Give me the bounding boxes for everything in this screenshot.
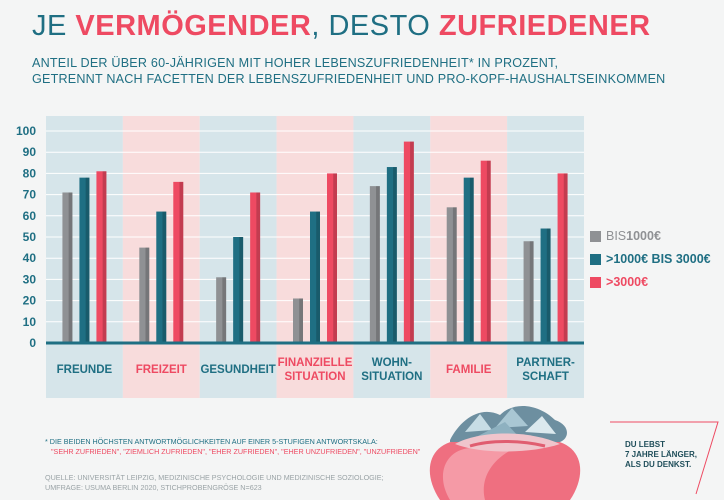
bar-shade	[410, 141, 414, 343]
legend-item-low: BIS 1000€	[590, 229, 711, 243]
legend-swatch-low	[590, 230, 601, 242]
bar-shade	[299, 298, 303, 343]
x-category-label: SCHAFT	[522, 371, 569, 383]
bar	[327, 173, 337, 343]
source-line-1: QUELLE: UNIVERSITÄT LEIPZIG, MEDIZINISCH…	[45, 473, 384, 482]
x-category-label: WOHN-	[372, 357, 412, 369]
promo-line-3: ALS DU DENKST.	[625, 460, 692, 469]
bar	[79, 177, 90, 343]
title-highlight-1: VERMÖGENDER	[75, 10, 312, 42]
y-tick-label: 100	[16, 124, 36, 138]
bar-shade	[256, 192, 261, 343]
legend-light-low: BIS	[606, 229, 627, 243]
page-title: JE VERMÖGENDER, DESTO ZUFRIEDENER	[32, 10, 651, 43]
bar	[62, 192, 73, 343]
bar	[250, 192, 261, 343]
legend-swatch-mid	[590, 253, 601, 265]
legend-bold-low: 1000€	[626, 229, 661, 243]
bar-shade	[546, 228, 551, 343]
footnote: * DIE BEIDEN HÖCHSTEN ANTWORTMÖGLICHKEIT…	[45, 437, 420, 457]
bar-shade	[239, 237, 244, 343]
bar	[293, 298, 303, 343]
bar	[369, 186, 380, 343]
source-note: QUELLE: UNIVERSITÄT LEIPZIG, MEDIZINISCH…	[45, 473, 384, 493]
x-category-label: GESUNDHEIT	[200, 364, 275, 376]
decorative-line	[610, 421, 719, 495]
bar	[557, 173, 568, 343]
y-tick-label: 10	[23, 315, 37, 329]
bar-shade	[179, 181, 184, 343]
y-tick-label: 50	[23, 230, 37, 244]
y-tick-label: 40	[23, 251, 37, 265]
bar	[156, 211, 167, 343]
bar	[139, 247, 150, 343]
source-line-2: UMFRAGE: USUMA BERLIN 2020, STICHPROBENG…	[45, 483, 262, 492]
bar	[523, 241, 534, 343]
bar-shade	[102, 171, 107, 343]
bar	[173, 181, 184, 343]
bar	[386, 167, 397, 343]
bar-shade	[393, 167, 397, 343]
legend-prefix-mid: >	[606, 252, 614, 266]
title-part-3: , DESTO	[311, 10, 439, 42]
bar-shade	[162, 211, 167, 343]
legend-bold-mid: 1000€ BIS 3000€	[613, 252, 711, 266]
bar	[310, 211, 320, 343]
title-highlight-2: ZUFRIEDENER	[438, 10, 651, 42]
bar-shade	[68, 192, 73, 343]
bar	[216, 277, 227, 343]
bar-shade	[316, 211, 320, 343]
y-tick-label: 60	[23, 209, 37, 223]
subtitle-line-1: ANTEIL DER ÜBER 60-JÄHRIGEN MIT HOHER LE…	[32, 56, 559, 70]
x-category-label: FREUNDE	[57, 364, 113, 376]
bar	[403, 141, 414, 343]
bar-shade	[222, 277, 227, 343]
title-part-1: JE	[32, 10, 76, 42]
bar-shade	[333, 173, 337, 343]
x-category-label: SITUATION	[284, 371, 345, 383]
legend-item-high: > 3000€	[590, 275, 711, 289]
bar	[463, 177, 474, 343]
y-tick-label: 30	[23, 272, 37, 286]
legend-prefix-high: >	[606, 275, 614, 289]
bar-shade	[563, 173, 568, 343]
bar-shade	[469, 177, 474, 343]
bar	[233, 237, 244, 343]
y-tick-label: 80	[23, 166, 37, 180]
bar-shade	[452, 207, 457, 343]
bar-shade	[376, 186, 380, 343]
legend-swatch-high	[590, 276, 601, 288]
bar	[540, 228, 551, 343]
y-tick-label: 20	[23, 294, 37, 308]
x-category-label: FINANZIELLE	[278, 357, 353, 369]
bar-shade	[145, 247, 150, 343]
footnote-line-2: "SEHR ZUFRIEDEN", "ZIEMLICH ZUFRIEDEN", …	[51, 447, 421, 456]
bar-shade	[529, 241, 534, 343]
bar-shade	[85, 177, 90, 343]
legend-bold-high: 3000€	[613, 275, 649, 289]
bar	[96, 171, 107, 343]
legend: BIS 1000€ > 1000€ BIS 3000€ > 3000€	[590, 229, 711, 298]
promo-line-2: 7 JAHRE LÄNGER,	[625, 450, 698, 459]
subtitle: ANTEIL DER ÜBER 60-JÄHRIGEN MIT HOHER LE…	[32, 55, 665, 87]
y-tick-label: 0	[29, 336, 36, 350]
x-category-label: FREIZEIT	[136, 364, 187, 376]
bar-shade	[486, 160, 491, 343]
footnote-line-1: * DIE BEIDEN HÖCHSTEN ANTWORTMÖGLICHKEIT…	[45, 437, 378, 446]
x-category-label: FAMILIE	[446, 364, 492, 376]
subtitle-line-2: GETRENNT NACH FACETTEN DER LEBENSZUFRIED…	[32, 72, 666, 86]
bar	[480, 160, 491, 343]
y-tick-label: 70	[23, 188, 37, 202]
money-bag-illustration	[429, 405, 581, 500]
x-category-label: SITUATION	[361, 371, 422, 383]
y-tick-label: 90	[23, 145, 37, 159]
promo-text: DU LEBST 7 JAHRE LÄNGER, ALS DU DENKST.	[625, 440, 705, 470]
promo-line-1: DU LEBST	[625, 440, 665, 449]
x-category-label: PARTNER-	[516, 357, 575, 369]
bar-chart: 0 10 20 30 40 50 60 70 80 90 100 FREUNDE FREIZEIT GES…	[16, 116, 584, 398]
bar	[446, 207, 457, 343]
legend-item-mid: > 1000€ BIS 3000€	[590, 252, 711, 266]
